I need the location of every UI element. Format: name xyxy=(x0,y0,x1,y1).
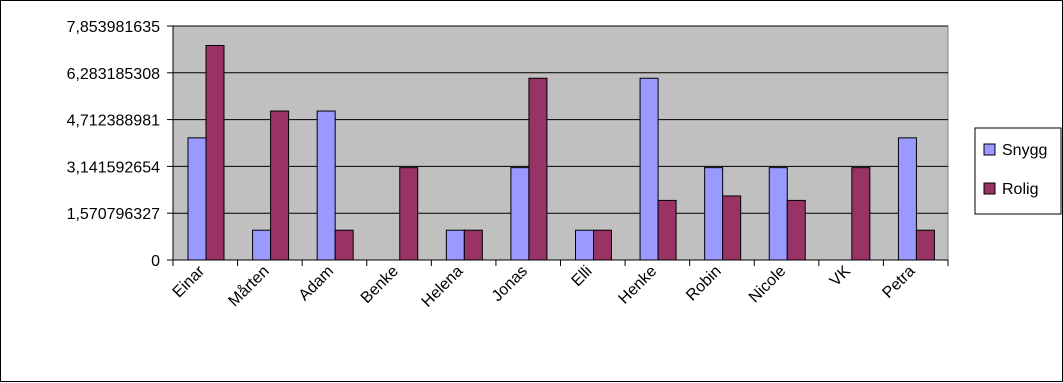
legend-box xyxy=(974,127,1062,215)
bar-snygg-robin xyxy=(704,167,724,261)
x-category-label: Einar xyxy=(170,262,209,301)
bar-rolig-jonas xyxy=(528,77,548,261)
bar-snygg-einar xyxy=(187,137,207,261)
bar-snygg-nicole xyxy=(768,167,788,261)
bar-rolig-mårten xyxy=(270,110,290,261)
y-tick-label: 1,570796327 xyxy=(67,206,161,223)
bar-rolig-helena xyxy=(463,229,483,261)
x-category-label: Mårten xyxy=(225,262,273,310)
y-tick-label: 6,283185308 xyxy=(67,66,161,83)
bar-snygg-elli xyxy=(575,229,594,261)
bar-rolig-elli xyxy=(593,229,612,261)
x-category-label: Adam xyxy=(296,263,338,305)
x-category-label: Elli xyxy=(569,263,596,290)
x-category-label: Jonas xyxy=(489,263,531,305)
legend-swatch-snygg xyxy=(983,143,996,156)
bar-rolig-benke xyxy=(399,167,419,261)
legend-swatch-rolig xyxy=(983,182,996,195)
x-category-label: Nicole xyxy=(746,263,790,307)
bar-rolig-adam xyxy=(334,229,354,261)
y-axis: 0 1,570796327 3,141592654 4,712388981 6,2831… xyxy=(67,19,174,270)
x-axis: Einar Mårten Adam Benke Helena Jonas Elli Henke… xyxy=(170,259,949,311)
bar-snygg-petra xyxy=(897,137,917,261)
bar-rolig-nicole xyxy=(786,199,806,261)
bar-rolig-henke xyxy=(657,199,677,261)
bar-rolig-einar xyxy=(205,44,225,261)
legend: Snygg Rolig xyxy=(974,127,1062,215)
y-tick-label: 7,853981635 xyxy=(67,19,161,36)
bar-snygg-adam xyxy=(316,110,336,261)
y-tick-label: 4,712388981 xyxy=(67,113,161,130)
bar-rolig-petra xyxy=(915,229,935,261)
bar-snygg-mårten xyxy=(252,229,272,261)
x-category-label: Benke xyxy=(358,263,402,307)
bar-snygg-jonas xyxy=(510,167,530,261)
x-category-label: Henke xyxy=(615,263,660,308)
y-tick-label: 3,141592654 xyxy=(67,159,161,176)
legend-label-snygg: Snygg xyxy=(1002,142,1047,159)
x-category-label: Helena xyxy=(419,263,467,311)
plot-background xyxy=(172,25,949,261)
bar-snygg-helena xyxy=(445,229,465,261)
y-tick-label: 0 xyxy=(151,253,160,270)
legend-label-rolig: Rolig xyxy=(1002,181,1038,198)
x-category-label: Petra xyxy=(879,263,918,302)
bar-rolig-robin xyxy=(722,195,742,261)
x-category-label: VK xyxy=(827,263,854,290)
bar-snygg-henke xyxy=(639,77,659,261)
bar-rolig-vk xyxy=(851,167,871,261)
x-category-label: Robin xyxy=(683,263,725,305)
plot-area xyxy=(172,25,949,261)
